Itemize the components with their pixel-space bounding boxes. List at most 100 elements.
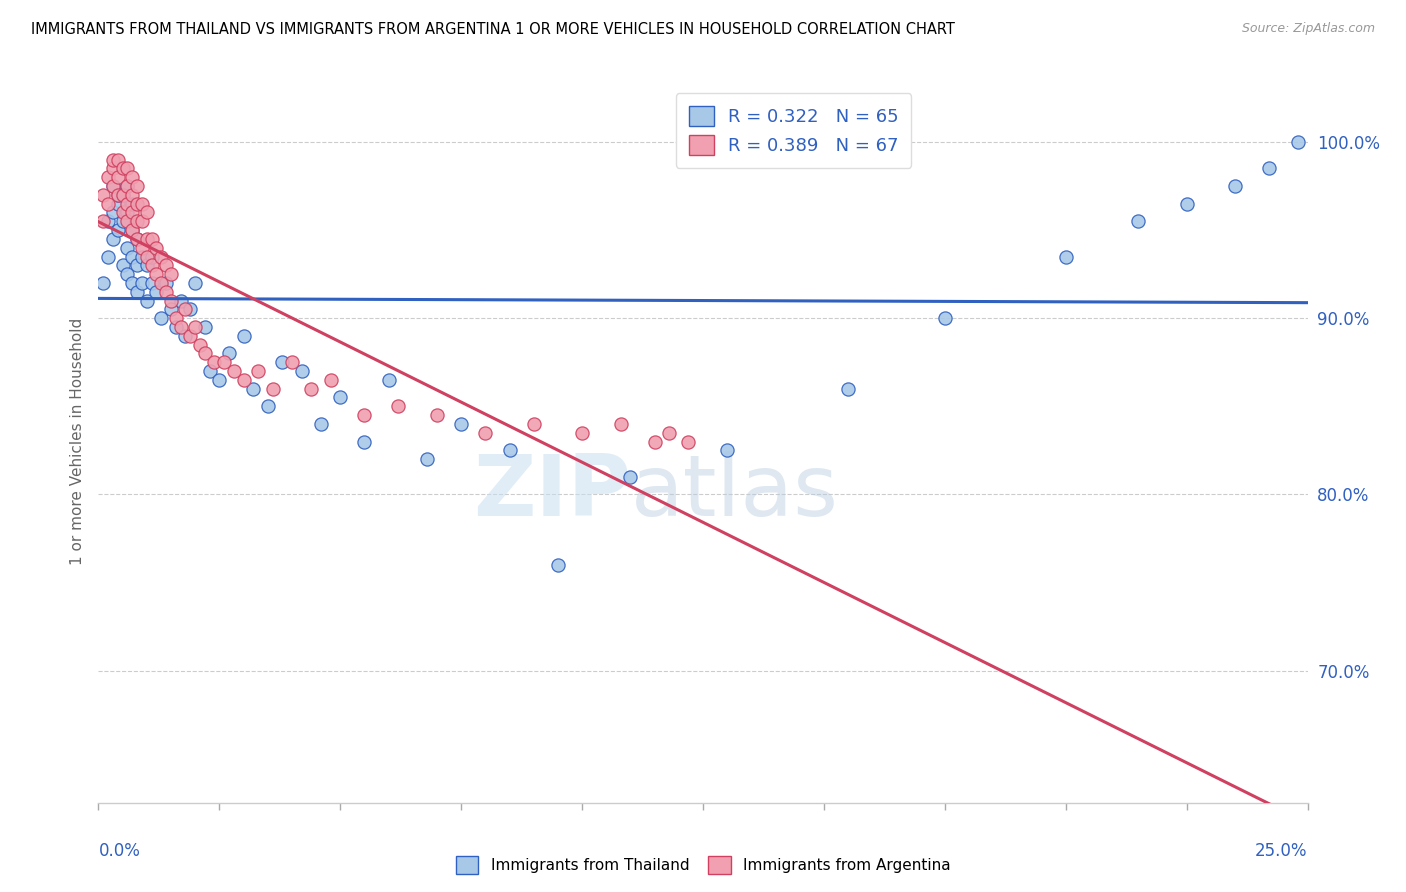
Point <box>117 179 139 194</box>
Point <box>101 179 124 194</box>
Point <box>571 425 593 440</box>
Point <box>111 161 134 176</box>
Point <box>184 276 207 290</box>
Point <box>117 205 139 219</box>
Point <box>145 241 167 255</box>
Point <box>107 153 129 167</box>
Point <box>934 311 956 326</box>
Point <box>121 223 143 237</box>
Point <box>135 205 157 219</box>
Legend: R = 0.322   N = 65, R = 0.389   N = 67: R = 0.322 N = 65, R = 0.389 N = 67 <box>676 93 911 168</box>
Point <box>498 443 520 458</box>
Point <box>127 214 149 228</box>
Point <box>165 320 187 334</box>
Point <box>837 382 859 396</box>
Point <box>194 346 217 360</box>
Point <box>160 293 183 308</box>
Point <box>222 364 245 378</box>
Point <box>107 196 129 211</box>
Text: 25.0%: 25.0% <box>1256 842 1308 860</box>
Point <box>131 241 153 255</box>
Point <box>135 258 157 272</box>
Point <box>91 214 114 228</box>
Point <box>150 276 173 290</box>
Point <box>117 161 139 176</box>
Point <box>1286 135 1309 149</box>
Point <box>610 417 633 431</box>
Point <box>111 214 134 228</box>
Point <box>1257 161 1279 176</box>
Point <box>160 302 183 317</box>
Point <box>131 214 153 228</box>
Point <box>377 373 399 387</box>
Point <box>101 179 124 194</box>
Point <box>141 258 163 272</box>
Point <box>121 187 143 202</box>
Point <box>353 434 375 449</box>
Point <box>101 205 124 219</box>
Point <box>247 364 270 378</box>
Point <box>319 373 342 387</box>
Point <box>523 417 546 431</box>
Point <box>150 250 173 264</box>
Text: atlas: atlas <box>630 450 838 533</box>
Point <box>127 232 149 246</box>
Point <box>121 250 143 264</box>
Point <box>1223 179 1246 194</box>
Point <box>141 232 163 246</box>
Point <box>299 382 322 396</box>
Point <box>127 258 149 272</box>
Point <box>101 161 124 176</box>
Point <box>619 470 641 484</box>
Point <box>101 153 124 167</box>
Point <box>111 187 134 202</box>
Point <box>353 408 375 422</box>
Point <box>107 187 129 202</box>
Point <box>127 196 149 211</box>
Point <box>426 408 449 422</box>
Point <box>174 302 197 317</box>
Point <box>174 328 197 343</box>
Point <box>329 391 352 405</box>
Point <box>179 328 201 343</box>
Point <box>131 276 153 290</box>
Point <box>107 170 129 185</box>
Point <box>107 187 129 202</box>
Point <box>1128 214 1150 228</box>
Point <box>387 399 409 413</box>
Point <box>121 223 143 237</box>
Point <box>188 337 211 351</box>
Point <box>117 267 139 281</box>
Point <box>117 214 139 228</box>
Point <box>97 196 120 211</box>
Point <box>716 443 738 458</box>
Point <box>127 232 149 246</box>
Point <box>232 328 254 343</box>
Point <box>121 196 143 211</box>
Point <box>111 258 134 272</box>
Point <box>155 258 177 272</box>
Point <box>658 425 681 440</box>
Point <box>131 250 153 264</box>
Point <box>145 267 167 281</box>
Point <box>208 373 231 387</box>
Point <box>198 364 221 378</box>
Point <box>107 223 129 237</box>
Point <box>644 434 666 449</box>
Y-axis label: 1 or more Vehicles in Household: 1 or more Vehicles in Household <box>69 318 84 566</box>
Point <box>184 320 207 334</box>
Text: Source: ZipAtlas.com: Source: ZipAtlas.com <box>1241 22 1375 36</box>
Point <box>1175 196 1198 211</box>
Point <box>262 382 284 396</box>
Point <box>218 346 240 360</box>
Point <box>135 250 157 264</box>
Point <box>117 241 139 255</box>
Point <box>121 276 143 290</box>
Point <box>97 250 120 264</box>
Legend: Immigrants from Thailand, Immigrants from Argentina: Immigrants from Thailand, Immigrants fro… <box>450 850 956 880</box>
Point <box>474 425 496 440</box>
Point <box>117 179 139 194</box>
Point <box>135 293 157 308</box>
Point <box>179 302 201 317</box>
Point <box>121 170 143 185</box>
